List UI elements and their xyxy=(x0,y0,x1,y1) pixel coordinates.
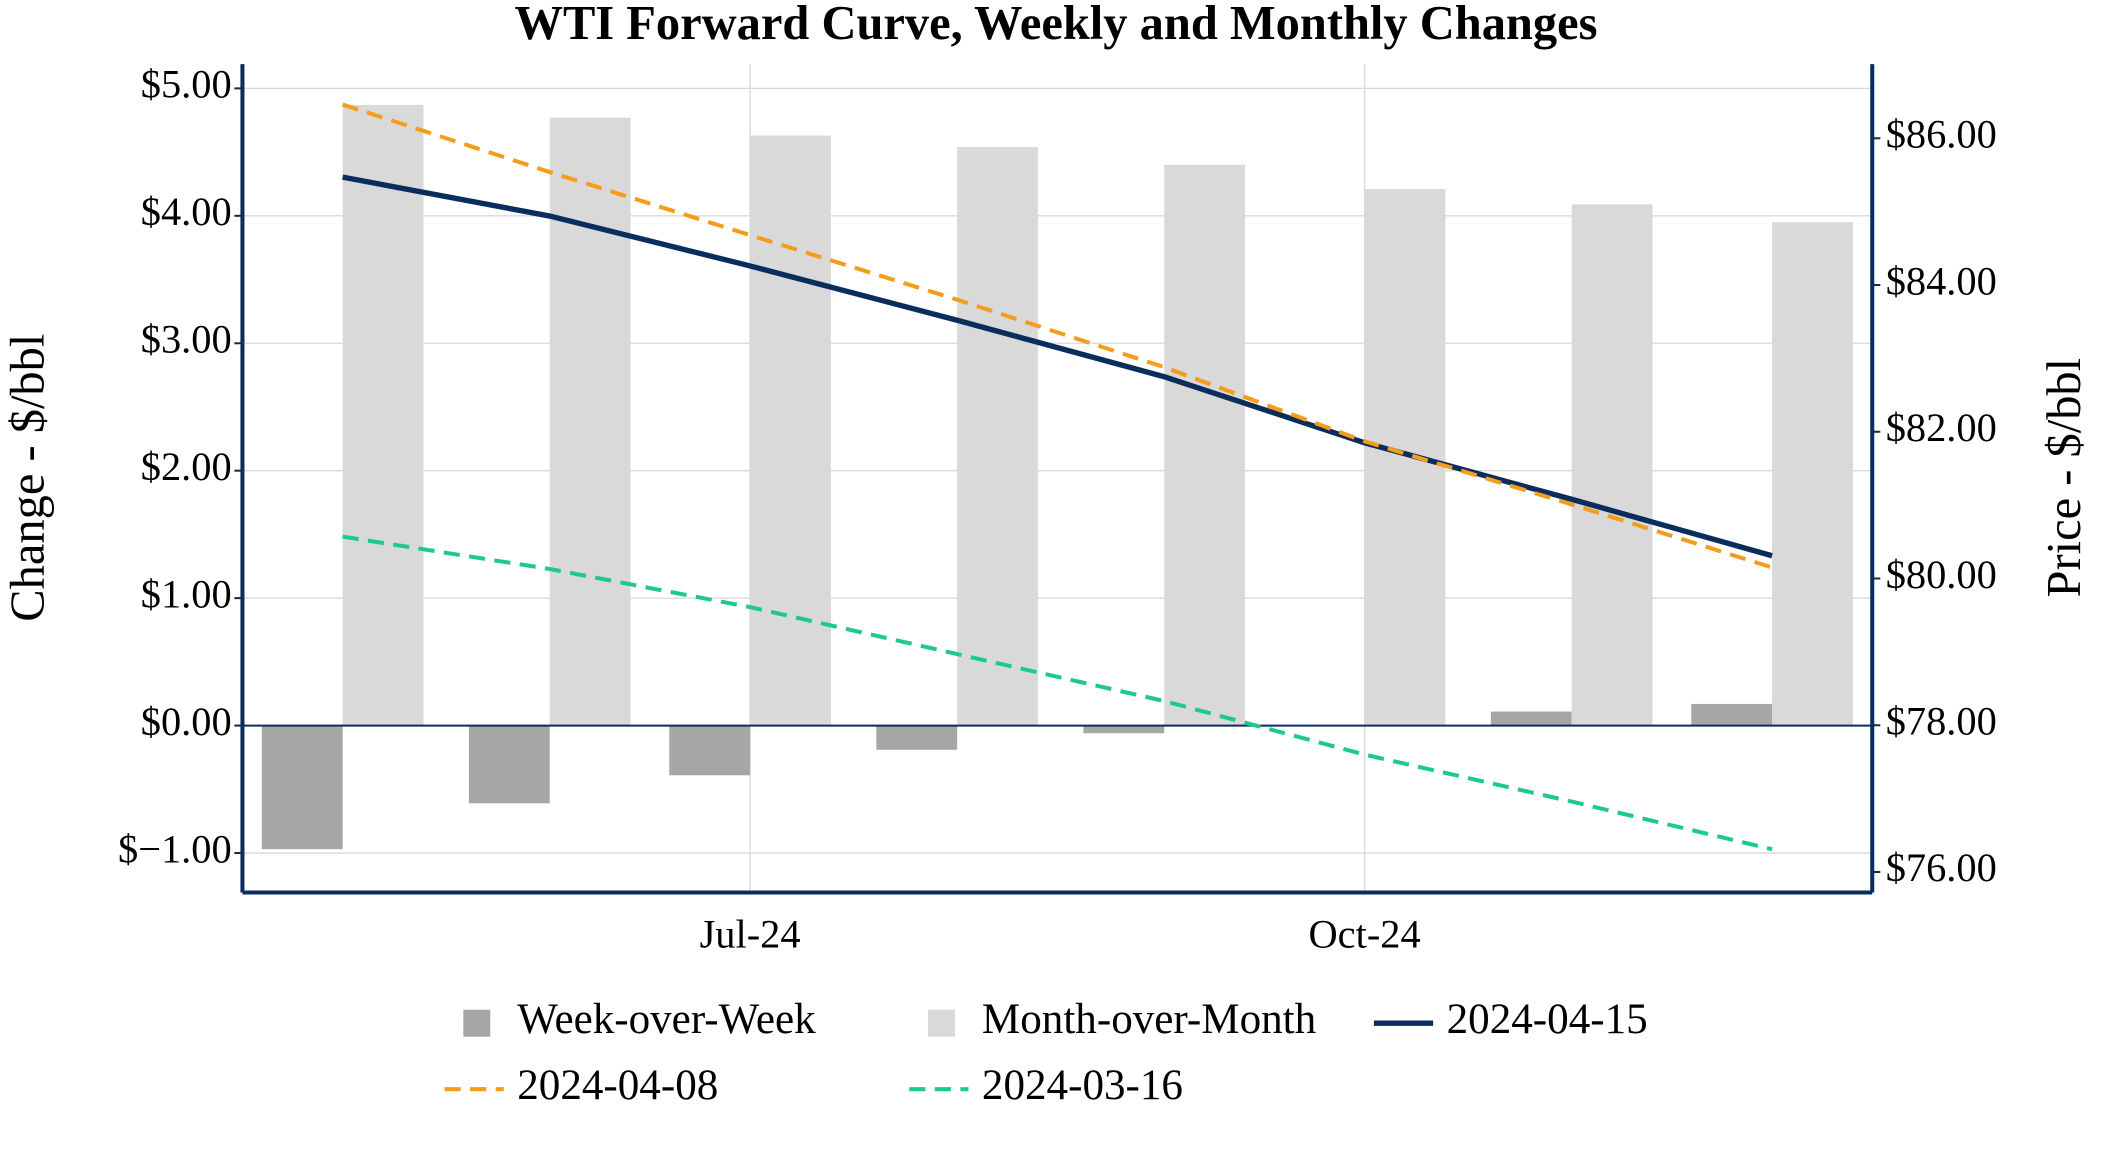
y-axis-label: Change - $/bbl xyxy=(1,334,54,622)
bar xyxy=(1364,189,1446,726)
y2-tick-label: $84.00 xyxy=(1886,258,1997,303)
y2-tick-label: $86.00 xyxy=(1886,112,1997,157)
y-tick-label: $−1.00 xyxy=(118,826,232,871)
y2-tick-label: $80.00 xyxy=(1886,552,1997,597)
bar xyxy=(876,725,958,750)
y-tick-label: $4.00 xyxy=(141,189,232,234)
bar xyxy=(957,147,1038,726)
bar xyxy=(1490,711,1572,726)
legend-label: Week-over-Week xyxy=(517,996,816,1043)
bar xyxy=(669,725,751,776)
x-tick-label: Oct-24 xyxy=(1309,912,1421,957)
y2-tick-label: $82.00 xyxy=(1886,405,1997,450)
y2-tick-label: $78.00 xyxy=(1886,699,1997,744)
legend-label: 2024-04-15 xyxy=(1447,996,1648,1043)
bar xyxy=(1772,222,1853,726)
bar xyxy=(1164,164,1246,726)
chart-title: WTI Forward Curve, Weekly and Monthly Ch… xyxy=(515,0,1598,50)
y2-axis-label: Price - $/bbl xyxy=(2038,358,2091,598)
y-tick-label: $1.00 xyxy=(141,571,232,616)
bar xyxy=(261,725,343,850)
y-tick-label: $0.00 xyxy=(141,699,232,744)
bar xyxy=(342,104,424,726)
line-series xyxy=(342,534,1773,852)
legend-label: Month-over-Month xyxy=(982,996,1316,1043)
x-tick-label: Jul-24 xyxy=(700,912,801,957)
bar xyxy=(468,725,550,804)
legend-label: 2024-03-16 xyxy=(982,1062,1183,1109)
line-series xyxy=(342,102,1773,570)
bar xyxy=(750,135,831,726)
y-tick-label: $2.00 xyxy=(141,444,232,489)
bar xyxy=(1083,725,1165,734)
y-tick-label: $5.00 xyxy=(141,62,232,107)
y-tick-label: $3.00 xyxy=(141,317,232,362)
legend-swatch xyxy=(463,1009,491,1037)
y2-tick-label: $76.00 xyxy=(1886,845,1997,890)
bar xyxy=(1571,204,1653,726)
legend-label: 2024-04-08 xyxy=(517,1062,718,1109)
bar xyxy=(549,117,631,726)
legend-swatch xyxy=(928,1009,955,1037)
bar xyxy=(1691,703,1773,726)
line-series xyxy=(342,174,1773,559)
